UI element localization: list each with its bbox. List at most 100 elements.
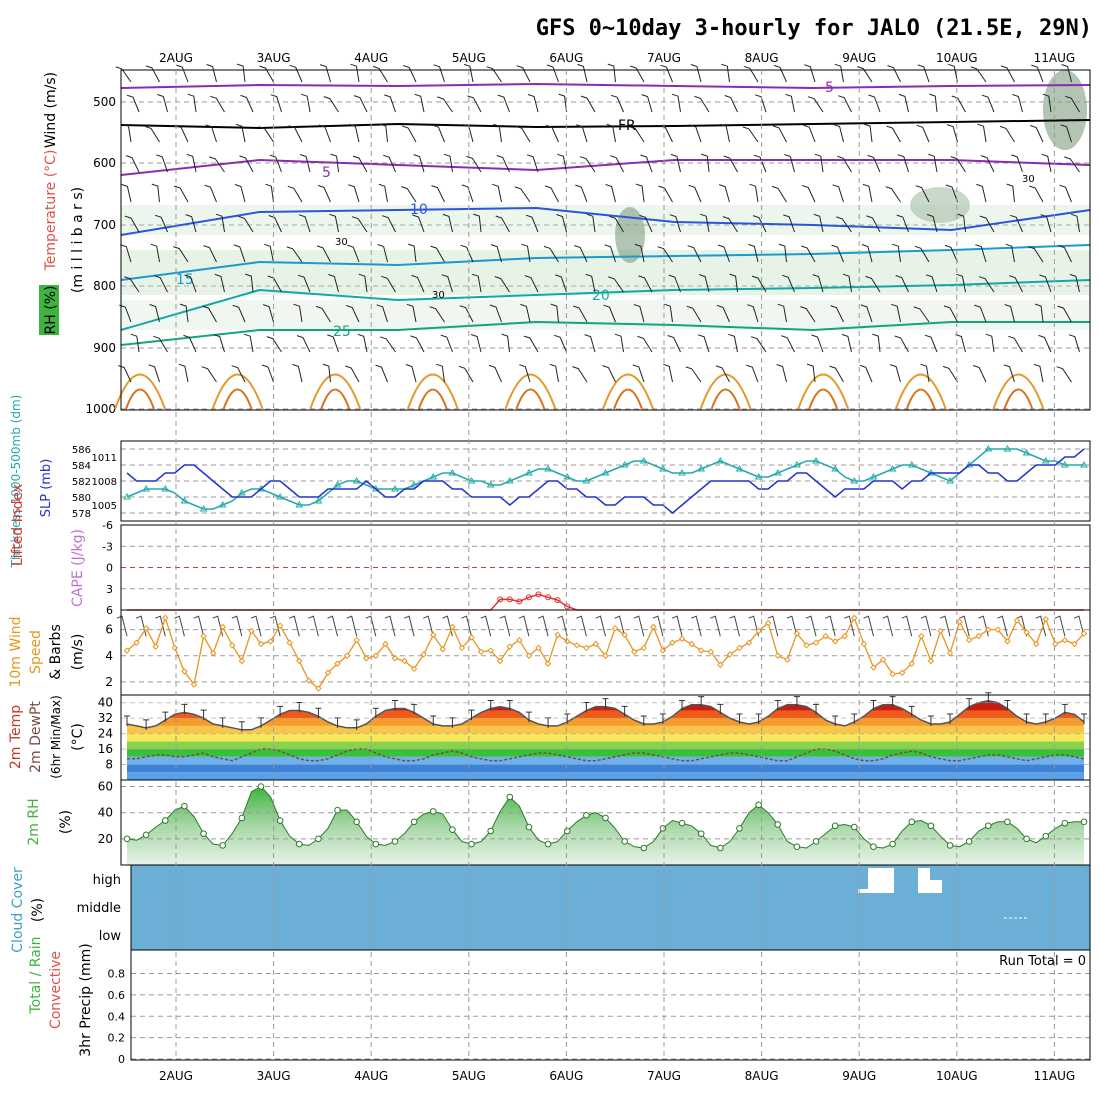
temperature-minmax-marker <box>124 715 130 726</box>
wind-barb <box>659 125 673 143</box>
wind-barb <box>174 185 189 203</box>
wind-barb <box>1068 334 1080 353</box>
temperature-band <box>127 741 1084 750</box>
wind-barb <box>669 214 681 233</box>
wind-barb <box>377 244 388 263</box>
wind-barb <box>557 153 567 173</box>
wind-speed-point <box>152 643 159 650</box>
temperature-contour <box>120 244 1091 281</box>
wind-barb <box>410 335 425 353</box>
pressure-tick-label: 1000 <box>85 402 116 416</box>
wind-barb <box>157 94 168 113</box>
wind-barb <box>546 64 559 83</box>
rh-axis-label: RH (%) <box>43 286 59 335</box>
wind-barb <box>527 94 539 113</box>
wind-barb <box>576 124 588 143</box>
wind-barb <box>783 214 795 233</box>
wind-barb <box>231 615 243 637</box>
wind-barb <box>460 244 474 263</box>
wind-barb <box>298 214 311 233</box>
thickness-point <box>678 469 686 476</box>
wind10-axis-label-unit: (m/s) <box>70 634 86 671</box>
wind-barb <box>575 184 588 203</box>
wind-barb <box>130 333 140 353</box>
thickness-tick-label: 578 <box>72 509 91 520</box>
temperature-minmax-marker <box>621 705 628 717</box>
wind-barb <box>459 305 474 323</box>
wind-barb <box>698 274 710 293</box>
wind-barb <box>489 304 502 323</box>
day-label-bottom: 10AUG <box>936 1069 978 1083</box>
wind-speed-point <box>640 644 647 652</box>
wind-barb <box>488 364 502 383</box>
wind-barb <box>633 615 645 637</box>
lifted-index-tick-label: 0 <box>106 562 113 575</box>
wind-barb <box>980 155 995 173</box>
wind-speed-point <box>985 626 992 633</box>
temperature-minmax-marker <box>315 707 322 719</box>
wind-speed-point <box>238 657 246 665</box>
wind-barb <box>837 155 852 173</box>
wind-barb <box>350 63 360 83</box>
wind-barb <box>521 243 531 263</box>
wind-barb <box>614 333 624 353</box>
temperature-band <box>127 764 1084 773</box>
cape-axis-label: CAPE (J/kg) <box>70 529 86 607</box>
wind-barb <box>924 334 938 353</box>
thickness-point <box>831 465 840 472</box>
thickness-point <box>161 485 170 492</box>
temperature-minmax-marker <box>602 698 609 709</box>
wind-speed-point <box>439 646 447 653</box>
wind-speed-point <box>602 652 609 659</box>
wind-barb <box>946 124 958 143</box>
wind-barb <box>497 94 510 113</box>
wind-speed-point <box>200 632 207 640</box>
wind-barb <box>1042 93 1052 113</box>
wind-barb <box>860 304 873 323</box>
wind-barb <box>433 64 445 83</box>
wind-speed-point <box>908 660 915 667</box>
wind-barb <box>1008 335 1023 353</box>
upper-panel-frame <box>120 69 1091 411</box>
rh-point <box>123 835 131 843</box>
wind-barb <box>604 244 616 263</box>
temperature-minmax-marker <box>372 707 379 719</box>
rh-shading <box>121 300 1090 330</box>
chart-title: GFS 0~10day 3-hourly for JALO (21.5E, 29… <box>536 16 1092 41</box>
slp-tick-label: 1011 <box>92 453 117 464</box>
wind-barb <box>750 336 767 353</box>
wind-barb <box>122 123 132 143</box>
wind-barb <box>1059 184 1072 203</box>
warm-contour <box>515 388 546 410</box>
wind-barb <box>751 275 767 293</box>
wind-barb <box>407 243 417 263</box>
day-label-bottom: 5AUG <box>452 1069 486 1083</box>
rh-tick-label: 40 <box>98 806 113 820</box>
temperature-minmax-marker <box>966 698 973 709</box>
wind-barb <box>234 184 246 203</box>
cloud-level-label: middle <box>77 901 121 916</box>
wind-speed-point <box>363 655 370 662</box>
wind-speed-point <box>219 623 226 631</box>
temperature-minmax-marker <box>851 713 858 725</box>
rh-point <box>181 802 188 810</box>
wind-barb <box>723 155 738 173</box>
wind-barb <box>584 334 596 353</box>
wind-barb <box>351 216 368 233</box>
temperature-minmax-marker <box>870 700 877 711</box>
wind-barb <box>976 183 987 203</box>
wind-barb <box>496 155 510 173</box>
wind-speed-point <box>889 670 896 678</box>
slp-line <box>126 448 1085 514</box>
wind-barb <box>187 93 197 113</box>
cloud-clear-block <box>868 868 894 893</box>
wind-barb <box>859 364 873 383</box>
wind-barb <box>384 94 396 113</box>
rh-point <box>736 825 743 832</box>
wind-barb <box>270 94 282 113</box>
wind-barb <box>638 275 653 293</box>
wind-barb <box>264 243 274 263</box>
wind-barb <box>240 94 254 113</box>
thickness-point <box>754 473 763 480</box>
wind-barb <box>671 615 683 637</box>
